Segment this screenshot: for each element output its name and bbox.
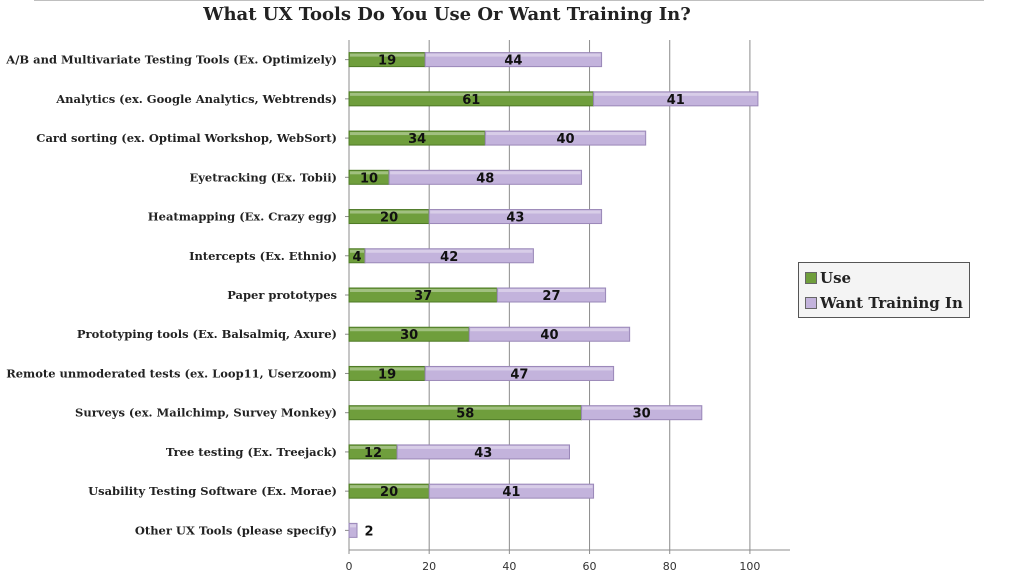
legend-item-want-training: Want Training In (805, 292, 963, 314)
bar-use-highlight (350, 132, 485, 136)
bar-want-training-highlight (398, 445, 569, 449)
data-label: 30 (400, 328, 418, 343)
data-label: 43 (506, 211, 524, 226)
bar-use-highlight (350, 367, 425, 371)
x-tick-label: 20 (422, 560, 436, 573)
bar-want-training (428, 209, 603, 225)
data-label: 41 (667, 93, 685, 108)
category-label: Tree testing (Ex. Treejack) (166, 445, 337, 459)
data-label: 40 (556, 132, 574, 147)
bar-want-training-highlight (582, 406, 701, 410)
category-label: Eyetracking (Ex. Tobii) (189, 170, 337, 184)
bar-want-training-highlight (486, 132, 645, 136)
data-label: 12 (364, 446, 382, 461)
bar-want-training-highlight (350, 524, 357, 528)
category-label: Prototyping tools (Ex. Balsalmiq, Axure) (77, 327, 337, 341)
x-tick-label: 80 (663, 560, 677, 573)
bar-want-training (581, 405, 703, 421)
bar-want-training (424, 365, 615, 381)
chart-title: What UX Tools Do You Use Or Want Trainin… (203, 4, 691, 25)
bar-want-training-highlight (426, 53, 601, 57)
bar-want-training (348, 522, 358, 538)
bar-want-training (396, 444, 571, 460)
bar-want-training (424, 52, 603, 68)
category-label: Surveys (ex. Mailchimp, Survey Monkey) (75, 406, 337, 420)
legend-swatch-use (805, 272, 817, 284)
bar-want-training (593, 91, 759, 107)
data-label: 37 (414, 289, 432, 304)
bar-want-training (364, 248, 534, 264)
data-label: 27 (542, 289, 560, 304)
bar-want-training-highlight (430, 210, 601, 214)
category-label: A/B and Multivariate Testing Tools (Ex. … (5, 53, 337, 67)
category-label: Analytics (ex. Google Analytics, Webtren… (55, 92, 337, 106)
data-label: 42 (440, 250, 458, 265)
data-label: 48 (476, 171, 494, 186)
bar-use-highlight (350, 289, 497, 292)
bar-use-highlight (350, 406, 581, 410)
legend-swatch-want-training (805, 297, 817, 309)
data-label: 2 (364, 524, 373, 539)
x-tick-label: 100 (739, 560, 760, 573)
bar-want-training-highlight (594, 92, 757, 96)
legend-label-want-training: Want Training In (820, 294, 963, 312)
bar-want-training-highlight (426, 367, 613, 371)
data-label: 4 (352, 250, 361, 265)
category-label: Intercepts (Ex. Ethnio) (189, 249, 337, 263)
category-label: Usability Testing Software (Ex. Morae) (88, 484, 337, 498)
bar-want-training-highlight (430, 485, 593, 489)
bar-want-training (484, 130, 647, 146)
data-label: 19 (378, 367, 396, 382)
data-label: 30 (633, 407, 651, 422)
legend: Use Want Training In (798, 262, 970, 318)
x-tick-label: 60 (583, 560, 597, 573)
data-label: 58 (456, 407, 474, 422)
top-divider (34, 0, 984, 1)
data-label: 10 (360, 171, 378, 186)
bar-use-highlight (350, 485, 429, 489)
x-tick-label: 0 (346, 560, 353, 573)
bar-want-training-highlight (470, 328, 629, 332)
data-label: 43 (474, 446, 492, 461)
bar-want-training (468, 326, 631, 342)
bar-want-training-highlight (390, 171, 581, 175)
bar-want-training (388, 169, 583, 185)
bar-want-training (496, 287, 607, 303)
x-tick-label: 40 (502, 560, 516, 573)
data-label: 61 (462, 93, 480, 108)
bar-want-training-highlight (498, 289, 605, 292)
legend-item-use: Use (805, 267, 851, 289)
data-label: 44 (504, 54, 522, 69)
category-label: Paper prototypes (227, 288, 337, 302)
bar-want-training (428, 483, 595, 499)
category-label: Other UX Tools (please specify) (135, 523, 337, 537)
legend-label-use: Use (820, 269, 852, 287)
bar-use-highlight (350, 445, 397, 449)
bar-use-highlight (350, 249, 365, 253)
data-label: 34 (408, 132, 426, 147)
bar-use-highlight (350, 171, 389, 175)
bar-use-highlight (350, 210, 429, 214)
data-label: 20 (380, 485, 398, 500)
data-label: 40 (540, 328, 558, 343)
category-label: Remote unmoderated tests (ex. Loop11, Us… (6, 366, 337, 380)
bar-use-highlight (350, 53, 425, 57)
data-label: 41 (502, 485, 520, 500)
data-label: 47 (510, 367, 528, 382)
bar-use-highlight (350, 92, 593, 96)
category-label: Heatmapping (Ex. Crazy egg) (148, 210, 337, 224)
category-label: Card sorting (ex. Optimal Workshop, WebS… (36, 131, 337, 145)
bar-use-highlight (350, 328, 469, 332)
bar-want-training-highlight (366, 249, 533, 253)
data-label: 19 (378, 54, 396, 69)
data-label: 20 (380, 211, 398, 226)
